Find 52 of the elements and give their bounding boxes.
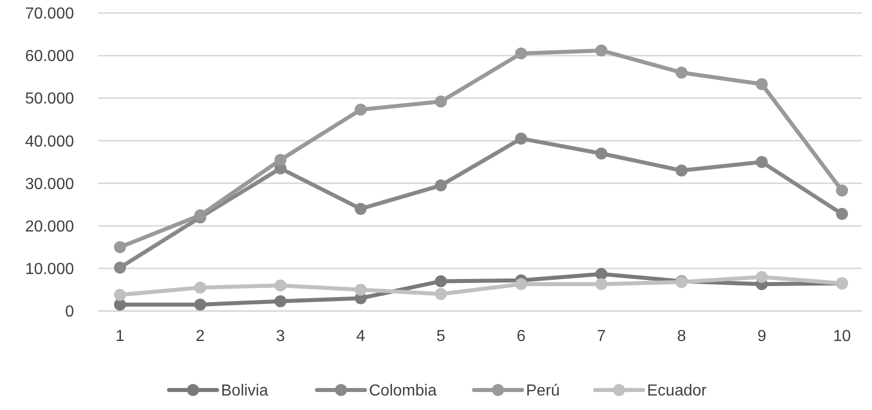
- y-tick-label: 70.000: [25, 6, 74, 23]
- x-tick-label: 4: [356, 328, 366, 345]
- y-tick-label: 10.000: [25, 261, 74, 278]
- point: [595, 278, 608, 290]
- point: [836, 184, 848, 197]
- point: [515, 132, 528, 145]
- x-tick-label: 8: [677, 328, 686, 345]
- y-tick-label: 0: [65, 304, 74, 321]
- y-tick-label: 20.000: [25, 218, 74, 236]
- legend-label: Perú: [526, 382, 560, 400]
- x-tick-label: 5: [436, 328, 446, 345]
- x-tick-label: 2: [196, 328, 205, 345]
- point: [114, 298, 126, 311]
- x-tick-label: 9: [757, 328, 766, 345]
- x-tick-label: 6: [516, 328, 526, 345]
- point: [354, 202, 367, 215]
- point: [354, 104, 367, 116]
- point: [676, 164, 688, 177]
- y-tick-label: 40.000: [25, 133, 74, 150]
- point: [194, 282, 206, 294]
- legend-label: Ecuador: [647, 382, 708, 400]
- x-tick-label: 1: [116, 328, 125, 345]
- point: [274, 295, 286, 308]
- x-tick-label: 7: [596, 328, 606, 345]
- point: [515, 47, 528, 60]
- point: [676, 66, 688, 79]
- point: [595, 44, 608, 56]
- legend-label: Colombia: [369, 382, 437, 400]
- point: [836, 208, 848, 220]
- point: [114, 241, 126, 254]
- x-tick-label: 3: [276, 328, 285, 345]
- point: [434, 179, 447, 192]
- point: [194, 298, 206, 311]
- point: [434, 275, 447, 288]
- y-tick-label: 50.000: [25, 90, 74, 108]
- point: [274, 154, 286, 166]
- point: [595, 268, 608, 280]
- point: [756, 78, 768, 90]
- point: [274, 279, 286, 292]
- x-tick-label: 10: [833, 328, 851, 345]
- point: [756, 270, 768, 283]
- y-tick-label: 30.000: [25, 176, 74, 193]
- point: [434, 288, 447, 300]
- point: [354, 284, 367, 296]
- y-tick-label: 60.000: [25, 48, 74, 66]
- point: [515, 278, 528, 290]
- point: [595, 147, 608, 160]
- point: [114, 262, 126, 274]
- legend-label: Bolivia: [221, 382, 268, 400]
- point: [756, 156, 768, 168]
- point: [114, 288, 126, 301]
- point: [434, 96, 447, 108]
